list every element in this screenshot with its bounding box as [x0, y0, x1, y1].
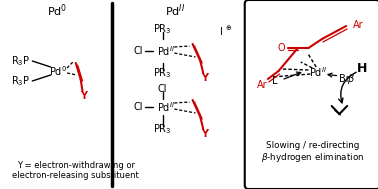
Text: PR$_3$: PR$_3$	[153, 122, 172, 136]
Text: H: H	[357, 63, 368, 75]
Text: electron-releasing substituent: electron-releasing substituent	[12, 170, 139, 180]
Text: Y: Y	[201, 73, 208, 83]
Text: PR$_3$: PR$_3$	[153, 22, 172, 36]
Text: Pd$^{II}$: Pd$^{II}$	[156, 44, 175, 58]
Text: Y: Y	[201, 129, 208, 139]
Text: Y: Y	[80, 91, 87, 101]
Text: R$_3$P: R$_3$P	[11, 74, 30, 88]
Text: Cl: Cl	[134, 102, 143, 112]
Text: Pd$^{II}$: Pd$^{II}$	[309, 65, 327, 79]
FancyBboxPatch shape	[245, 0, 378, 189]
Text: PR$_3$: PR$_3$	[153, 66, 172, 80]
Text: Pd$^{II}$: Pd$^{II}$	[165, 3, 185, 19]
Text: L: L	[272, 76, 277, 86]
Text: Y = electron-withdrawing or: Y = electron-withdrawing or	[17, 160, 135, 170]
Text: Pd$^0$: Pd$^0$	[50, 64, 67, 78]
Text: $\beta$: $\beta$	[347, 72, 355, 86]
Text: Ar: Ar	[257, 80, 268, 90]
Text: Slowing / re-directing: Slowing / re-directing	[266, 140, 359, 149]
Text: Ar: Ar	[353, 20, 364, 30]
Text: Pd$^{II}$: Pd$^{II}$	[156, 100, 175, 114]
Text: Cl: Cl	[134, 46, 143, 56]
Text: Cl: Cl	[158, 84, 167, 94]
Text: Pd$^0$: Pd$^0$	[47, 3, 68, 19]
Text: I $^{\oplus}$: I $^{\oplus}$	[219, 24, 232, 38]
Text: R$_3$P: R$_3$P	[11, 54, 30, 68]
Text: O: O	[277, 43, 285, 53]
Text: $\beta$-hydrogen elimination: $\beta$-hydrogen elimination	[261, 150, 364, 163]
Text: Br: Br	[339, 74, 350, 84]
